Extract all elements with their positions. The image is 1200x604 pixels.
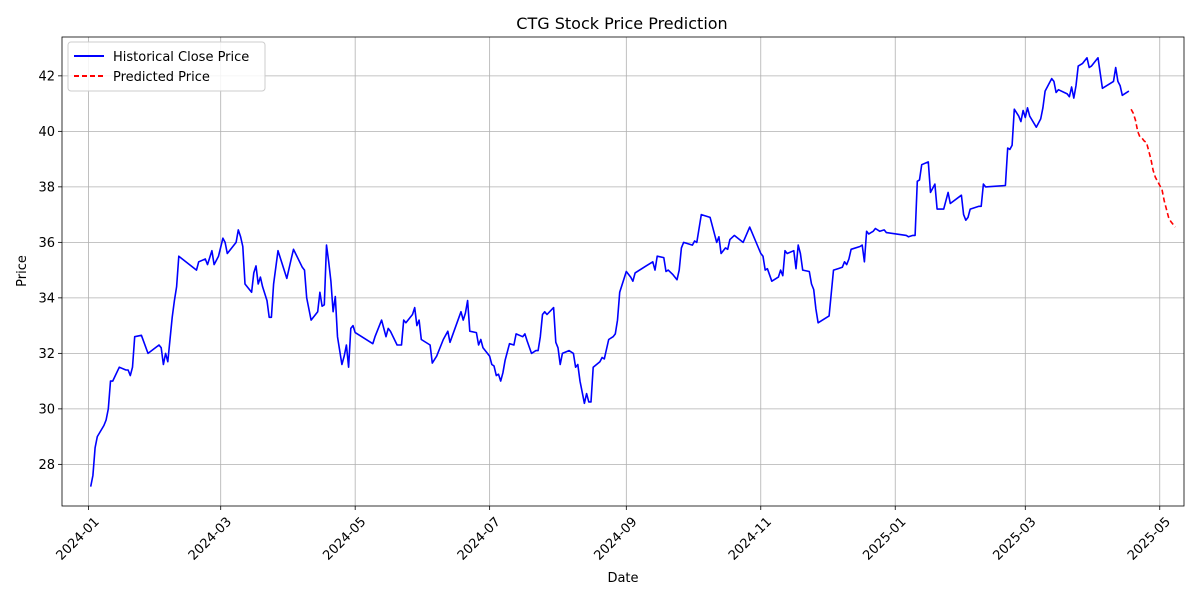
legend-box	[67, 41, 266, 92]
x-axis: 2024-01 2024-03 2024-05 2024-07 2024-09 2024-…	[54, 506, 1174, 564]
grid-lines	[62, 37, 1184, 506]
x-tick-label: 2025-03	[990, 515, 1039, 564]
x-tick-label: 2024-05	[320, 515, 369, 564]
x-axis-label: Date	[607, 571, 638, 586]
legend-label-historical: Historical Close Price	[113, 50, 249, 65]
legend: Historical Close Price Predicted Price	[67, 41, 266, 92]
series-line-predicted	[1130, 108, 1176, 228]
legend-label-predicted: Predicted Price	[113, 70, 210, 85]
y-tick-label: 40	[38, 125, 55, 140]
y-tick-label: 34	[38, 291, 55, 306]
x-tick-label: 2025-05	[1125, 515, 1174, 564]
y-tick-label: 32	[38, 347, 55, 362]
y-tick-label: 30	[38, 402, 55, 417]
x-tick-label: 2024-11	[726, 515, 775, 564]
y-tick-label: 28	[38, 458, 55, 473]
x-tick-label: 2025-01	[860, 515, 909, 564]
y-tick-label: 38	[38, 180, 55, 195]
plot-frame	[61, 36, 1185, 507]
y-tick-label: 36	[38, 236, 55, 251]
x-tick-label: 2024-09	[591, 515, 640, 564]
x-tick-label: 2024-01	[54, 515, 103, 564]
chart-title: CTG Stock Price Prediction	[516, 14, 727, 33]
y-tick-label: 42	[38, 69, 55, 84]
series-layer	[89, 56, 1176, 487]
y-axis-label: Price	[15, 255, 30, 287]
series-line-historical	[89, 56, 1130, 487]
x-tick-label: 2024-03	[186, 515, 235, 564]
y-axis: 28 30 32 34 36 38 40 42	[38, 69, 62, 473]
x-tick-label: 2024-07	[455, 515, 504, 564]
